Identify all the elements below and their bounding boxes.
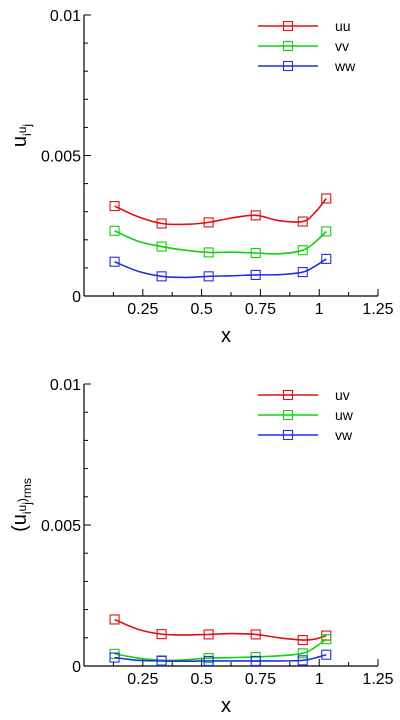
series-marker-ww	[203, 271, 214, 282]
x-axis-label: x	[221, 325, 231, 347]
chart-bottom: 0.25 0.5 0.75 1 1.25 0 0.005 0.01 x (uiuj)rms uv uw…	[9, 377, 394, 717]
series-line-ww	[114, 258, 327, 279]
series-marker-uu	[203, 217, 214, 228]
series-marker-ww	[250, 269, 261, 280]
x-tick-label: 0.75	[245, 671, 276, 688]
series-marker-vw	[156, 655, 167, 666]
x-tick-label: 1.25	[362, 301, 393, 318]
legend-marker	[282, 389, 294, 401]
legend-label: uu	[335, 18, 351, 34]
series-marker-vv	[321, 226, 332, 237]
y-tick-label: 0.005	[41, 518, 81, 535]
series-marker-uv	[109, 614, 120, 625]
series-marker-vw	[250, 655, 261, 666]
series-marker-vv	[156, 241, 167, 252]
legend-label: ww	[334, 58, 356, 74]
series-marker-uw	[297, 648, 308, 659]
series-marker-vv	[250, 247, 261, 259]
series-marker-uw	[321, 634, 332, 645]
series-marker-vw	[203, 655, 214, 666]
series-line-vv	[114, 230, 327, 255]
y-label-sub: j	[20, 124, 34, 128]
y-tick-label: 0	[72, 289, 81, 306]
y-axis-label: (uiuj)rms	[9, 478, 34, 532]
series-marker-uu	[156, 218, 167, 229]
series-marker-vv	[297, 245, 308, 256]
legend-label: uv	[335, 387, 350, 403]
y-label-sub: i	[20, 133, 34, 136]
series-marker-uv	[203, 629, 214, 640]
y-label-sub: rms	[20, 478, 34, 498]
y-label-part: (u	[9, 514, 31, 532]
x-tick-label: 0.5	[190, 301, 212, 318]
series-marker-uv	[156, 629, 167, 640]
legend-label: vv	[335, 38, 349, 54]
legend-marker	[282, 20, 294, 32]
series-line-uu	[114, 197, 327, 226]
x-tick-label: 0.25	[127, 671, 158, 688]
x-tick-label: 0.25	[127, 301, 158, 318]
legend-marker	[282, 40, 294, 52]
y-label-part: u	[15, 505, 29, 512]
series-marker-ww	[109, 256, 120, 267]
series-line-uw	[114, 638, 327, 662]
y-tick-label: 0	[72, 659, 81, 676]
x-tick-label: 0.75	[245, 301, 276, 318]
series-line-uv	[114, 618, 327, 641]
x-axis-label: x	[221, 695, 231, 717]
series-marker-ww	[156, 271, 167, 282]
series-marker-vw	[297, 655, 308, 666]
y-label-sub: j	[20, 502, 34, 506]
x-tick-label: 0.5	[190, 671, 212, 688]
series-marker-uu	[321, 193, 332, 204]
series-marker-vw	[109, 652, 120, 663]
series-marker-uu	[297, 216, 308, 227]
series-marker-ww	[321, 253, 332, 264]
y-axis-label: uiuj	[9, 124, 34, 147]
series-marker-vv	[203, 247, 214, 258]
legend-marker	[282, 60, 294, 72]
series-marker-vw	[321, 649, 332, 660]
y-tick-label: 0.01	[50, 377, 81, 394]
y-label-part: u	[9, 136, 31, 147]
series-marker-uv	[297, 635, 308, 646]
legend-label: uw	[335, 407, 354, 423]
x-tick-label: 1	[315, 301, 324, 318]
y-label-part: )	[15, 498, 29, 502]
x-tick-label: 1.25	[362, 671, 393, 688]
y-label-sub: i	[20, 511, 34, 514]
legend-marker	[282, 429, 294, 441]
series-marker-uv	[250, 629, 261, 640]
x-tick-label: 1	[315, 671, 324, 688]
y-tick-label: 0.005	[41, 149, 81, 166]
series-marker-vv	[109, 225, 120, 236]
series-marker-uu	[250, 210, 261, 221]
series-marker-ww	[297, 267, 308, 278]
legend-marker	[282, 409, 294, 421]
legend-label: vw	[335, 427, 353, 443]
y-label-part: u	[15, 127, 29, 134]
series-marker-uu	[109, 201, 120, 212]
y-tick-label: 0.01	[50, 8, 81, 25]
